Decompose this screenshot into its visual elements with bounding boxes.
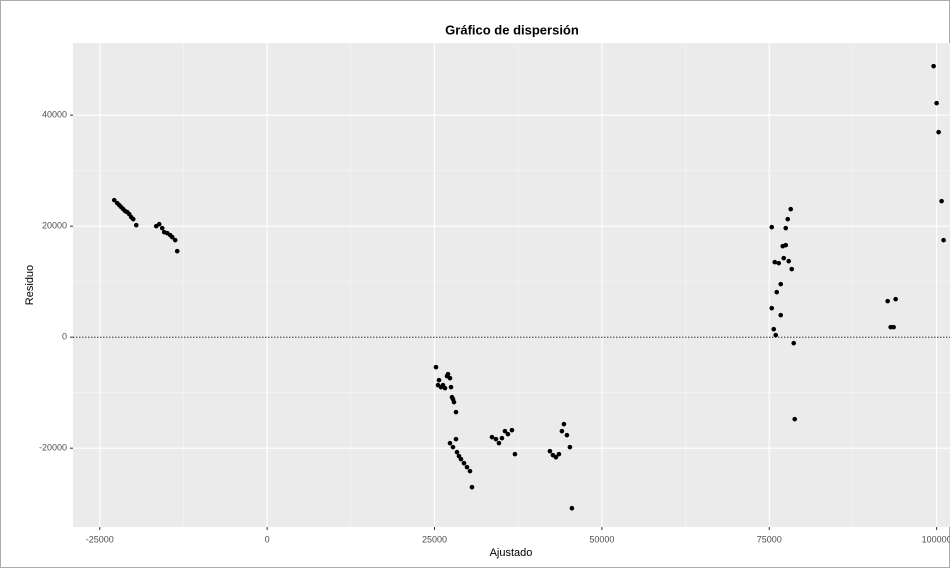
- point: [496, 440, 502, 446]
- point: [169, 234, 175, 240]
- chart-title: Gráfico de dispersión: [445, 22, 579, 37]
- point: [556, 451, 562, 457]
- point: [931, 63, 936, 69]
- point: [451, 399, 457, 405]
- point: [458, 456, 464, 462]
- point: [791, 340, 797, 346]
- x-tick-label: 25000: [422, 534, 447, 544]
- point: [547, 448, 553, 454]
- point: [436, 377, 442, 383]
- x-tick-label: 100000: [922, 534, 950, 544]
- point: [885, 298, 890, 304]
- point: [781, 255, 787, 261]
- point: [561, 421, 567, 427]
- x-tick-label: 50000: [589, 534, 614, 544]
- point: [450, 444, 456, 450]
- x-tick-label: 0: [265, 534, 270, 544]
- y-tick-label: 0: [62, 332, 67, 342]
- point: [778, 312, 784, 318]
- point: [172, 237, 178, 243]
- point: [505, 431, 511, 437]
- point: [445, 371, 451, 377]
- point: [567, 444, 573, 450]
- point: [469, 484, 475, 490]
- point: [447, 440, 453, 446]
- point: [774, 289, 780, 295]
- panel: [73, 43, 950, 527]
- point: [569, 505, 575, 511]
- point: [564, 432, 570, 438]
- y-axis-title: Residuo: [24, 265, 36, 305]
- point: [936, 129, 941, 135]
- point: [159, 225, 165, 231]
- point: [789, 266, 795, 272]
- point: [447, 375, 453, 381]
- point: [771, 326, 777, 332]
- point: [133, 222, 139, 228]
- y-tick-label: 40000: [42, 110, 67, 120]
- point: [442, 385, 448, 391]
- point: [433, 364, 439, 370]
- point: [502, 428, 508, 434]
- point: [792, 416, 798, 422]
- point: [934, 100, 939, 106]
- point: [461, 460, 467, 466]
- point: [499, 435, 505, 441]
- point: [893, 296, 898, 302]
- point: [772, 259, 778, 265]
- point: [941, 237, 946, 243]
- y-tick-label: -20000: [39, 443, 67, 453]
- point: [493, 436, 499, 442]
- point: [776, 260, 782, 266]
- point: [773, 332, 779, 338]
- point: [130, 216, 136, 222]
- point: [939, 198, 944, 204]
- point: [788, 206, 794, 212]
- point: [448, 384, 454, 390]
- point: [769, 224, 775, 230]
- point: [512, 451, 518, 457]
- point: [783, 225, 789, 231]
- point: [778, 281, 784, 287]
- point: [467, 468, 473, 474]
- point: [783, 242, 789, 248]
- point: [785, 216, 791, 222]
- y-tick-label: 20000: [42, 221, 67, 231]
- x-tick-label: -25000: [86, 534, 114, 544]
- point: [174, 248, 180, 254]
- x-axis-title: Ajustado: [490, 547, 533, 559]
- point: [509, 427, 515, 433]
- point: [553, 454, 559, 460]
- point: [464, 464, 470, 470]
- point: [891, 324, 896, 330]
- point: [156, 221, 162, 227]
- point: [786, 258, 792, 264]
- point: [769, 305, 775, 311]
- point: [453, 409, 459, 415]
- point: [111, 197, 117, 203]
- point: [453, 436, 459, 442]
- point: [489, 434, 495, 440]
- x-tick-label: 75000: [757, 534, 782, 544]
- point: [559, 428, 565, 434]
- point: [454, 449, 460, 455]
